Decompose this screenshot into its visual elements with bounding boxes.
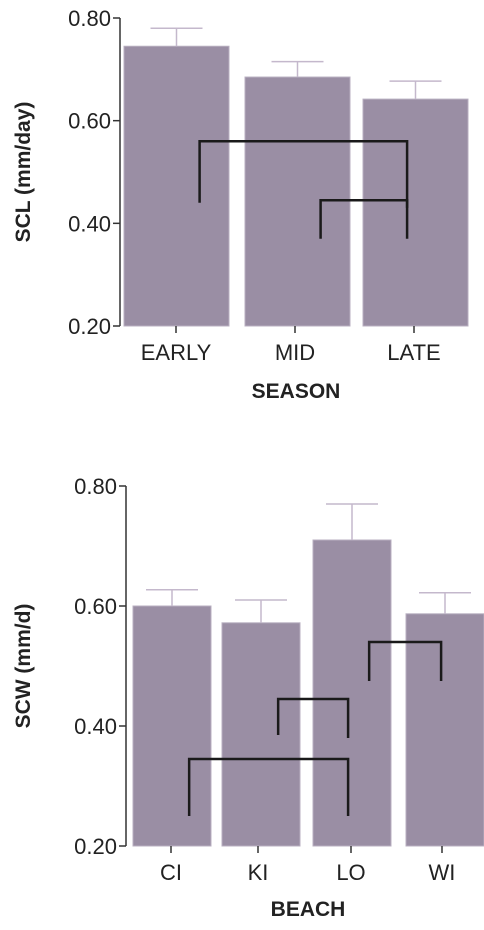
y-axis-label: SCW (mm/d) (12, 604, 35, 729)
x-tick-label: WI (429, 860, 456, 885)
bar-lo (312, 539, 392, 847)
y-tick-label: 0.40 (74, 714, 117, 739)
significance-bracket-1 (319, 198, 409, 239)
bar-early (123, 45, 230, 327)
x-axis-label: SEASON (252, 380, 341, 403)
x-axis-label: BEACH (271, 898, 346, 921)
y-tick-label: 0.60 (68, 109, 111, 134)
x-tick-label: EARLY (141, 340, 212, 365)
y-tick-label: 0.40 (68, 211, 111, 236)
y-tick-label: 0.60 (74, 594, 117, 619)
bar-late (362, 98, 469, 327)
significance-bracket-0 (198, 139, 409, 208)
y-tick-label: 0.80 (74, 474, 117, 499)
x-tick-label: LATE (387, 340, 440, 365)
y-tick-label: 0.20 (68, 314, 111, 339)
y-tick-label: 0.20 (74, 834, 117, 859)
x-tick-label: MID (275, 340, 315, 365)
bar-mid (244, 76, 351, 327)
x-tick-label: LO (336, 860, 365, 885)
significance-bracket-1 (276, 697, 350, 738)
x-tick-label: CI (160, 860, 182, 885)
bar-ci (132, 605, 212, 847)
x-tick-label: KI (248, 860, 269, 885)
bar-ki (221, 622, 301, 847)
significance-bracket-2 (187, 757, 350, 816)
significance-bracket-0 (367, 640, 443, 681)
y-axis-label: SCL (mm/day) (12, 102, 35, 243)
bar-wi (405, 613, 484, 847)
y-tick-label: 0.80 (68, 6, 111, 31)
